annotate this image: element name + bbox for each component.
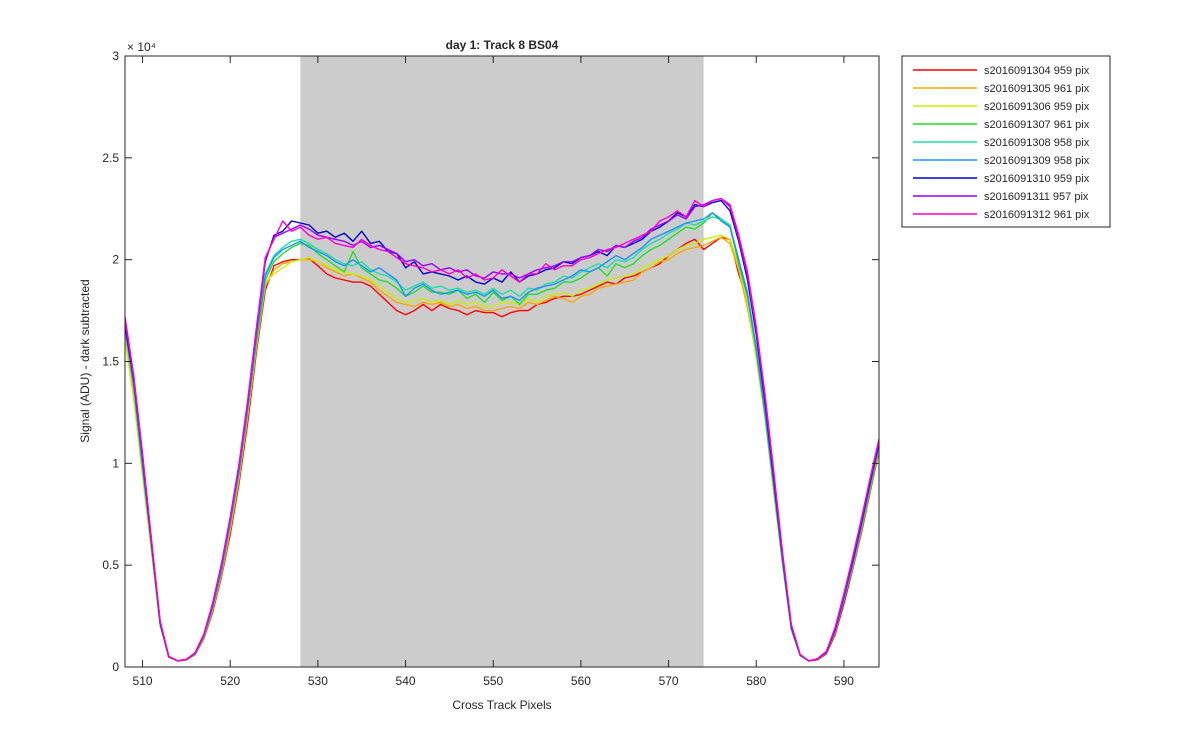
legend-label-2: s2016091305 961 pix [984, 83, 1090, 95]
legend-label-3: s2016091306 959 pix [984, 101, 1090, 113]
legend-label-1: s2016091304 959 pix [984, 65, 1090, 77]
y-exponent-label: × 10⁴ [127, 40, 156, 54]
legend-label-7: s2016091310 959 pix [984, 173, 1090, 185]
x-tick-label: 550 [483, 674, 503, 688]
y-tick-label: 3 [112, 49, 119, 63]
legend-label-8: s2016091311 957 pix [984, 191, 1089, 203]
x-axis-label: Cross Track Pixels [452, 698, 551, 712]
series-line-9 [124, 197, 880, 662]
shaded-region [300, 56, 704, 667]
chart-title: day 1: Track 8 BS04 [446, 38, 559, 52]
x-tick-label: 520 [220, 674, 240, 688]
x-tick-label: 560 [571, 674, 591, 688]
axis-ticks: 510 520 530 540 550 560 570 580 590 0 0.5 1 1.5 2 2.5 3 [102, 49, 879, 688]
y-tick-label: 2.5 [102, 151, 119, 165]
x-tick-label: 510 [133, 674, 153, 688]
y-tick-label: 1 [112, 456, 119, 470]
legend-label-4: s2016091307 961 pix [984, 119, 1090, 131]
y-tick-label: 0 [112, 660, 119, 674]
legend-label-5: s2016091308 958 pix [984, 137, 1090, 149]
x-tick-label: 590 [834, 674, 854, 688]
legend-items: s2016091304 959 pix s2016091305 961 pix s2… [913, 65, 1090, 221]
y-tick-label: 1.5 [102, 355, 119, 369]
legend-label-6: s2016091309 958 pix [984, 155, 1090, 167]
series-line-6 [124, 212, 880, 662]
series-lines [124, 197, 880, 662]
x-tick-label: 580 [746, 674, 766, 688]
y-axis-label: Signal (ADU) - dark subtracted [78, 279, 92, 442]
legend: s2016091304 959 pix s2016091305 961 pix s2… [901, 55, 1111, 228]
y-tick-label: 2 [112, 253, 119, 267]
x-tick-label: 570 [659, 674, 679, 688]
plot-area: 510 520 530 540 550 560 570 580 590 0 0.5 1 1.5 2 2.5 3 [102, 49, 880, 688]
y-tick-label: 0.5 [102, 558, 119, 572]
x-tick-label: 530 [308, 674, 328, 688]
x-tick-label: 540 [396, 674, 416, 688]
legend-label-9: s2016091312 961 pix [984, 209, 1090, 221]
